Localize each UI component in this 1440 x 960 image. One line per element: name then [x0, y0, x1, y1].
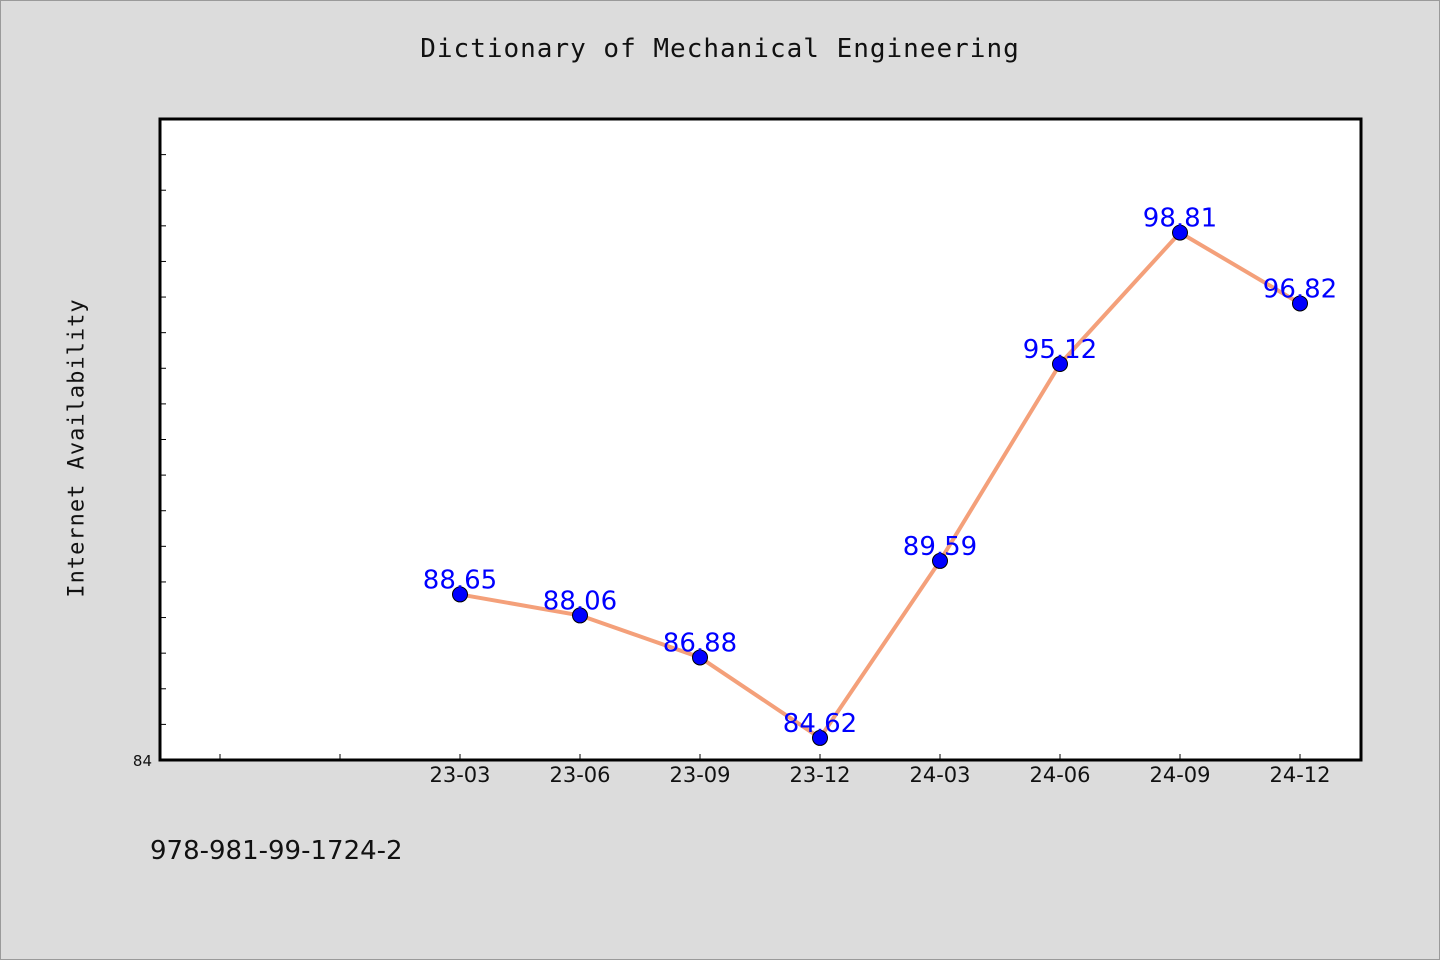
- data-point: [452, 586, 468, 603]
- data-point: [932, 552, 948, 569]
- data-label: 84.62: [783, 709, 857, 739]
- data-point: [1052, 356, 1068, 373]
- x-tick-label: 24-03: [909, 763, 970, 787]
- data-point: [572, 607, 588, 624]
- x-tick-label: 23-06: [549, 763, 610, 787]
- x-tick-label: 23-03: [429, 763, 490, 787]
- data-point: [1172, 224, 1188, 241]
- data-label: 98.81: [1143, 204, 1217, 234]
- plot-area: [158, 117, 1363, 762]
- data-label: 88.65: [423, 565, 497, 595]
- x-tick-label: 24-12: [1269, 763, 1330, 787]
- y-tick-label: 84: [133, 752, 152, 770]
- tick-labels: 23-03 23-06 23-09 23-12 24-03 24-06 24-09 24-12…: [133, 752, 1331, 787]
- x-tick-label: 23-09: [669, 763, 730, 787]
- series-line: [459, 230, 1302, 740]
- axis-ticks: [160, 154, 1301, 761]
- data-label: 89.59: [903, 532, 977, 562]
- x-tick-label: 23-12: [789, 763, 850, 787]
- data-label: 96.82: [1263, 274, 1337, 304]
- chart-title: Dictionary of Mechanical Engineering: [420, 34, 1020, 64]
- x-tick-label: 24-09: [1149, 763, 1210, 787]
- data-label: 95.12: [1023, 335, 1097, 365]
- data-label: 88.06: [543, 586, 617, 616]
- x-tick-label: 24-06: [1029, 763, 1090, 787]
- isbn-text: 978-981-99-1724-2: [150, 836, 403, 866]
- data-label: 86.88: [663, 628, 737, 658]
- data-point: [812, 729, 828, 746]
- data-markers: [452, 224, 1308, 746]
- data-point: [692, 649, 708, 666]
- data-point: [1292, 295, 1308, 312]
- data-labels: 88.65 88.06 86.88 84.62 89.59 95.12 98.81 96.82: [423, 204, 1337, 739]
